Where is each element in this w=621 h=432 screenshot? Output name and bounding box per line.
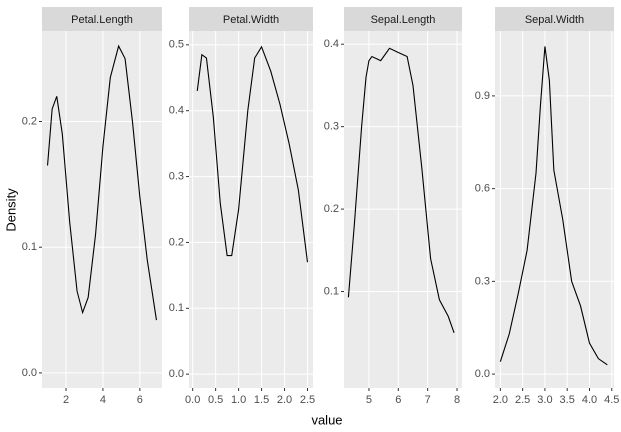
- x-tick-label: 5: [366, 394, 372, 406]
- x-tick-label: 2.5: [515, 394, 530, 406]
- y-tick-label: 0.3: [475, 275, 490, 287]
- y-tick-label: 0.4: [169, 105, 184, 117]
- y-tick-label: 0.4: [324, 38, 339, 50]
- y-tick-label: 0.5: [169, 39, 184, 51]
- x-tick-label: 7: [425, 394, 431, 406]
- x-tick-label: 1.0: [231, 394, 246, 406]
- x-tick-label: 6: [137, 394, 143, 406]
- x-tick-label: 8: [454, 394, 460, 406]
- y-tick-label: 0.6: [475, 183, 490, 195]
- y-tick-label: 0.2: [22, 115, 37, 127]
- strip-text: Petal.Length: [71, 14, 133, 26]
- x-tick-label: 4.0: [582, 394, 597, 406]
- x-tick-label: 1.5: [254, 394, 269, 406]
- x-tick-label: 0.5: [208, 394, 223, 406]
- x-axis-title: value: [311, 412, 342, 427]
- strip-text: Sepal.Width: [525, 14, 584, 26]
- x-tick-label: 3.5: [560, 394, 575, 406]
- density-line: [196, 45, 309, 263]
- x-tick-label: 0.0: [185, 394, 200, 406]
- density-line: [46, 44, 158, 321]
- strip: [344, 7, 462, 31]
- y-tick-label: 0.3: [324, 121, 339, 133]
- x-tick-label: 6: [395, 394, 401, 406]
- panel-background: [42, 31, 162, 388]
- y-tick-label: 0.2: [169, 236, 184, 248]
- strip-text: Sepal.Length: [371, 14, 436, 26]
- x-tick-label: 2: [63, 394, 69, 406]
- density-line: [347, 47, 455, 333]
- strip: [495, 7, 614, 31]
- y-tick-label: 0.0: [475, 368, 490, 380]
- y-tick-label: 0.9: [475, 90, 490, 102]
- strip: [189, 7, 313, 31]
- density-line: [499, 46, 608, 366]
- y-tick-label: 0.1: [324, 285, 339, 297]
- strip-text: Petal.Width: [223, 14, 279, 26]
- x-tick-label: 2.0: [493, 394, 508, 406]
- y-tick-label: 0.0: [169, 368, 184, 380]
- y-tick-label: 0.3: [169, 170, 184, 182]
- x-tick-label: 4.5: [604, 394, 619, 406]
- y-axis-title: Density: [3, 188, 18, 232]
- x-tick-label: 2.5: [300, 394, 315, 406]
- strip: [42, 7, 162, 31]
- panel-background: [495, 31, 614, 388]
- panel-background: [189, 31, 313, 388]
- y-tick-label: 0.1: [22, 241, 37, 253]
- y-tick-label: 0.2: [324, 203, 339, 215]
- x-tick-label: 3.0: [537, 394, 552, 406]
- x-tick-label: 4: [100, 394, 106, 406]
- x-tick-label: 2.0: [277, 394, 292, 406]
- y-tick-label: 0.1: [169, 302, 184, 314]
- y-tick-label: 0.0: [22, 367, 37, 379]
